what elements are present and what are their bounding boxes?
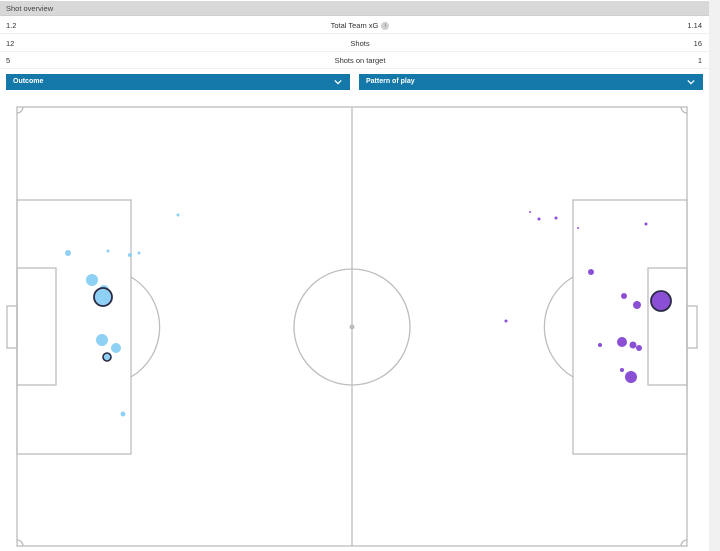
home-shots: [65, 213, 180, 417]
stat-row-on-target: 5 Shots on target 1: [0, 52, 720, 69]
shot-marker[interactable]: [633, 301, 641, 309]
pattern-of-play-dropdown[interactable]: Pattern of play: [359, 74, 703, 90]
shot-marker[interactable]: [629, 341, 637, 349]
shot-marker[interactable]: [588, 269, 594, 275]
away-xg-value: 1.14: [687, 21, 702, 30]
corner-arc: [680, 539, 688, 547]
pitch-markings: [6, 106, 698, 547]
home-on-target-value: 5: [6, 56, 11, 65]
shot-marker[interactable]: [554, 216, 558, 220]
right-penalty-arc: [543, 276, 574, 378]
shot-marker[interactable]: [625, 371, 637, 383]
right-six-yard-box: [647, 267, 688, 386]
right-penalty-box: [572, 199, 688, 455]
shot-marker[interactable]: [537, 217, 541, 221]
away-shots-value: 16: [693, 39, 702, 48]
home-xg-value: 1.2: [6, 21, 17, 30]
shot-marker-on-target[interactable]: [102, 352, 112, 362]
left-penalty-box: [16, 199, 132, 455]
away-shots: [504, 211, 672, 383]
stat-row-xg: 1.2 Total Team xG i 1.14: [0, 17, 720, 34]
shot-marker-on-target[interactable]: [93, 287, 113, 307]
stat-label-shots: Shots: [350, 39, 370, 48]
section-title: Shot overview: [0, 1, 720, 16]
corner-arc: [16, 539, 24, 547]
stat-label-xg: Total Team xG i: [0, 17, 720, 34]
shot-marker-on-target[interactable]: [650, 290, 672, 312]
centre-circle: [293, 268, 411, 386]
shot-marker[interactable]: [617, 337, 627, 347]
scrollbar[interactable]: [709, 0, 720, 551]
centre-spot: [349, 324, 355, 330]
left-six-yard-box: [16, 267, 57, 386]
chevron-down-icon: [687, 79, 695, 85]
corner-arc: [16, 106, 24, 114]
shot-marker[interactable]: [65, 250, 71, 256]
home-shots-value: 12: [6, 39, 15, 48]
chevron-down-icon: [334, 79, 342, 85]
shot-marker[interactable]: [636, 345, 642, 351]
shot-marker[interactable]: [577, 227, 579, 229]
shot-marker[interactable]: [120, 411, 126, 417]
shot-marker[interactable]: [111, 343, 121, 353]
shot-marker[interactable]: [86, 274, 98, 286]
shot-marker[interactable]: [504, 319, 508, 323]
shot-marker[interactable]: [598, 343, 602, 347]
shot-marker[interactable]: [96, 334, 108, 346]
shot-marker[interactable]: [106, 249, 110, 253]
shot-marker[interactable]: [620, 368, 624, 372]
outcome-dropdown[interactable]: Outcome: [6, 74, 350, 90]
info-icon[interactable]: i: [381, 22, 390, 31]
shot-marker[interactable]: [176, 213, 180, 217]
shot-marker[interactable]: [621, 293, 627, 299]
corner-arc: [680, 106, 688, 114]
away-on-target-value: 1: [697, 56, 702, 65]
shot-map-pitch: [6, 106, 698, 547]
shot-marker[interactable]: [128, 253, 132, 257]
shot-marker[interactable]: [137, 251, 141, 255]
left-penalty-arc: [130, 276, 161, 378]
outcome-dropdown-label: Outcome: [13, 78, 44, 85]
shot-marker[interactable]: [644, 222, 648, 226]
stat-row-shots: 12 Shots 16: [0, 35, 720, 52]
pattern-dropdown-label: Pattern of play: [366, 78, 415, 85]
right-goal: [686, 305, 698, 349]
stat-label-on-target: Shots on target: [334, 56, 386, 65]
shot-marker[interactable]: [529, 211, 531, 213]
left-goal: [6, 305, 18, 349]
